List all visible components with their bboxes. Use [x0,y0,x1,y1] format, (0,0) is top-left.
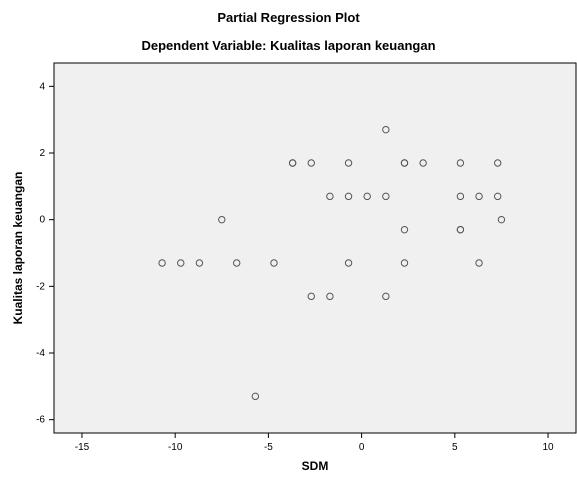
data-point [475,192,483,201]
data-point [456,159,465,167]
data-point [400,159,409,167]
data-point [475,259,483,267]
y-tick-label: 2 [39,148,45,159]
data-point [158,259,166,267]
data-point [344,259,353,267]
data-point [251,392,260,401]
data-point [177,259,185,267]
data-point [344,192,353,201]
x-tick-label: 5 [452,442,458,453]
data-point [288,159,297,167]
data-point [494,192,502,201]
x-tick-label: -5 [264,442,273,453]
x-axis-ticks: -15 -10 -5 0 5 10 [75,433,554,453]
y-axis-ticks: -6 -4 -2 0 2 4 [36,81,54,426]
data-point [326,192,334,201]
data-point [419,159,427,167]
x-axis-label: SDM [302,459,329,473]
y-axis-label: Kualitas laporan keuangan [11,172,25,325]
data-point [497,215,506,224]
data-point [307,159,315,167]
data-point [218,215,226,224]
data-point [363,192,371,201]
data-point [344,159,353,167]
data-point [195,259,204,267]
data-point [382,192,390,201]
data-point [456,192,465,201]
data-points [158,125,506,401]
data-point [307,292,315,301]
y-tick-label: 4 [39,81,45,92]
x-tick-label: -15 [75,442,90,453]
data-point [400,259,409,267]
x-tick-label: 10 [542,442,554,453]
chart-title: Partial Regression Plot [217,10,360,25]
data-point [382,292,390,301]
y-tick-label: -2 [36,281,45,292]
y-tick-label: -6 [36,415,45,426]
y-tick-label: 0 [39,215,45,226]
y-tick-label: -4 [36,348,45,359]
data-point [400,225,409,234]
data-point [456,225,465,234]
plot-area [53,62,577,434]
data-point [494,159,502,167]
data-point [233,259,241,267]
x-tick-label: 0 [359,442,365,453]
data-point [326,292,334,301]
x-tick-label: -10 [168,442,183,453]
chart-subtitle: Dependent Variable: Kualitas laporan keu… [141,38,436,53]
data-point [382,125,390,134]
data-point [270,259,278,267]
